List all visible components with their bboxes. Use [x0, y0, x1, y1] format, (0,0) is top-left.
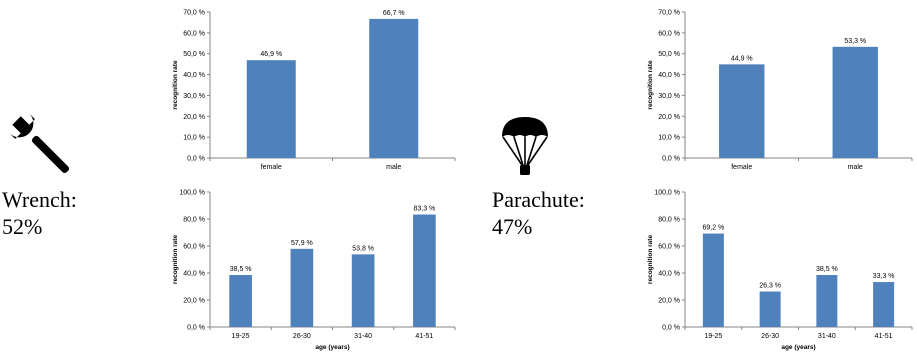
chart-parachute-age: 0,0 % 20,0 % 40,0 % 60,0 % 80,0 % 100,0 % reco…: [647, 190, 913, 351]
y-tick-label: 70,0 %: [658, 10, 680, 17]
chart-wrench-gender: 0,0 % 10,0 % 20,0 % 30,0 % 40,0 % 50,0 % 60,0 …: [172, 10, 456, 171]
bar-male: [832, 46, 878, 158]
y-tick-label: 20,0 %: [183, 114, 205, 121]
y-tick-label: 20,0 %: [658, 114, 680, 121]
x-axis-title: age (years): [315, 344, 349, 351]
data-label-19-25: 69,2 %: [702, 225, 724, 232]
data-label-26-30: 26,3 %: [759, 282, 781, 289]
bar-19-25: [702, 233, 724, 327]
chart-wrench-age: 0,0 % 20,0 % 40,0 % 60,0 % 80,0 % 100,0 % reco…: [172, 190, 456, 351]
y-tick-label: 50,0 %: [658, 51, 680, 58]
x-tick-label-31-40: 31-40: [818, 333, 836, 340]
data-label-male: 66,7 %: [383, 10, 405, 17]
data-label-female: 46,9 %: [260, 51, 282, 58]
y-tick-label: 40,0 %: [183, 271, 205, 278]
bar-26-30: [759, 291, 781, 327]
y-tick-label: 60,0 %: [183, 30, 205, 37]
x-axis-title: age (years): [781, 344, 815, 351]
data-label-male: 53,3 %: [844, 38, 866, 45]
y-axis-title: recognition rate: [172, 60, 179, 110]
data-label-41-51: 83,3 %: [413, 206, 435, 213]
x-tick-label-19-25: 19-25: [704, 333, 722, 340]
wrench-caption-name: Wrench:: [2, 187, 77, 212]
y-tick-label: 30,0 %: [183, 93, 205, 100]
x-tick-label-19-25: 19-25: [232, 333, 250, 340]
x-tick-label-41-51: 41-51: [415, 333, 433, 340]
x-tick-label-41-51: 41-51: [875, 333, 893, 340]
y-tick-label: 40,0 %: [658, 72, 680, 79]
bar-41-51: [413, 214, 436, 327]
bar-41-51: [873, 282, 895, 327]
bar-19-25: [229, 275, 252, 327]
x-tick-label-26-30: 26-30: [293, 333, 311, 340]
y-tick-label: 60,0 %: [183, 244, 205, 251]
parachute-icon: [500, 115, 550, 177]
parachute-caption-name: Parachute:: [492, 187, 585, 212]
y-tick-label: 60,0 %: [658, 244, 680, 251]
x-tick-label-31-40: 31-40: [354, 333, 372, 340]
data-label-female: 44,9 %: [731, 55, 753, 62]
parachute-caption-percent: 47%: [492, 214, 533, 239]
y-tick-label: 20,0 %: [183, 298, 205, 305]
y-tick-label: 20,0 %: [658, 298, 680, 305]
wrench-caption-percent: 52%: [2, 214, 43, 239]
x-tick-label-female: female: [261, 164, 282, 171]
y-tick-label: 70,0 %: [183, 10, 205, 17]
wrench-icon-graphic: [9, 113, 70, 174]
x-tick-label-male: male: [848, 164, 863, 171]
data-label-19-25: 38,5 %: [230, 266, 252, 273]
y-tick-label: 60,0 %: [658, 30, 680, 37]
x-tick-label-male: male: [386, 164, 401, 171]
bar-31-40: [351, 254, 375, 327]
chart-parachute-gender: 0,0 % 10,0 % 20,0 % 30,0 % 40,0 % 50,0 % 60,0 …: [647, 10, 913, 171]
y-tick-label: 0,0 %: [187, 156, 205, 163]
bar-female: [246, 60, 296, 158]
y-tick-label: 40,0 %: [658, 271, 680, 278]
data-label-31-40: 53,8 %: [352, 245, 374, 252]
data-label-41-51: 33,3 %: [873, 273, 895, 280]
y-tick-label: 80,0 %: [183, 217, 205, 224]
y-tick-label: 10,0 %: [658, 135, 680, 142]
y-tick-label: 0,0 %: [662, 156, 680, 163]
y-tick-label: 100,0 %: [654, 190, 680, 197]
wrench-icon: [4, 108, 80, 184]
y-axis-title: recognition rate: [172, 235, 179, 285]
y-axis-title: recognition rate: [647, 235, 654, 285]
bar-female: [719, 64, 765, 158]
data-label-31-40: 38,5 %: [816, 266, 838, 273]
data-label-26-30: 57,9 %: [291, 240, 313, 247]
y-tick-label: 0,0 %: [662, 325, 680, 332]
y-axis-title: recognition rate: [647, 60, 654, 110]
y-tick-label: 0,0 %: [187, 325, 205, 332]
bar-31-40: [816, 275, 838, 327]
y-tick-label: 80,0 %: [658, 217, 680, 224]
parachute-icon-graphic: [502, 117, 548, 175]
y-tick-label: 30,0 %: [658, 93, 680, 100]
x-tick-label-female: female: [731, 164, 752, 171]
x-tick-label-26-30: 26-30: [761, 333, 779, 340]
y-tick-label: 10,0 %: [183, 135, 205, 142]
bar-26-30: [290, 248, 314, 327]
y-tick-label: 100,0 %: [179, 190, 205, 197]
bar-male: [369, 18, 419, 158]
y-tick-label: 40,0 %: [183, 72, 205, 79]
y-tick-label: 50,0 %: [183, 51, 205, 58]
